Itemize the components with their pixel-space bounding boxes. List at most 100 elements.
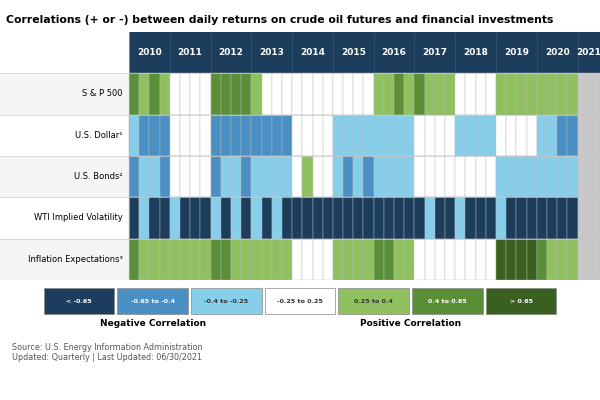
Text: Inflation Expectations³: Inflation Expectations³: [28, 255, 123, 264]
Bar: [241, 115, 251, 156]
Text: 2010: 2010: [137, 48, 162, 57]
Bar: [160, 156, 170, 197]
Text: U.S. Dollar¹: U.S. Dollar¹: [76, 131, 123, 140]
Text: 2014: 2014: [300, 48, 325, 57]
Bar: [455, 239, 466, 280]
Bar: [231, 73, 241, 115]
Bar: [415, 156, 425, 197]
Bar: [547, 73, 557, 115]
Text: 2017: 2017: [422, 48, 448, 57]
Bar: [404, 73, 415, 115]
Bar: [191, 288, 262, 314]
Bar: [415, 115, 425, 156]
Bar: [129, 239, 139, 280]
Bar: [537, 197, 547, 239]
Bar: [547, 239, 557, 280]
Bar: [578, 156, 600, 197]
Bar: [394, 73, 404, 115]
Bar: [129, 115, 139, 156]
Bar: [211, 239, 221, 280]
Bar: [149, 239, 160, 280]
Bar: [282, 239, 292, 280]
Bar: [221, 156, 231, 197]
Bar: [139, 73, 149, 115]
Bar: [149, 73, 160, 115]
Bar: [0, 156, 600, 197]
Bar: [139, 239, 149, 280]
Bar: [384, 115, 394, 156]
Bar: [435, 73, 445, 115]
Bar: [343, 156, 353, 197]
Bar: [557, 197, 568, 239]
Text: -0.65 to -0.4: -0.65 to -0.4: [131, 299, 175, 304]
Bar: [282, 156, 292, 197]
Bar: [343, 197, 353, 239]
Bar: [466, 197, 476, 239]
Bar: [190, 156, 200, 197]
Bar: [180, 239, 190, 280]
Bar: [476, 197, 486, 239]
Bar: [506, 115, 517, 156]
Bar: [241, 73, 251, 115]
Text: 0.4 to 0.65: 0.4 to 0.65: [428, 299, 467, 304]
Bar: [547, 115, 557, 156]
Bar: [139, 115, 149, 156]
Bar: [557, 156, 568, 197]
Bar: [425, 115, 435, 156]
Bar: [425, 156, 435, 197]
Bar: [364, 115, 374, 156]
Bar: [251, 156, 262, 197]
Bar: [117, 288, 188, 314]
Bar: [262, 73, 272, 115]
Bar: [170, 156, 180, 197]
Bar: [302, 156, 313, 197]
Bar: [160, 197, 170, 239]
Bar: [211, 156, 221, 197]
Bar: [476, 115, 486, 156]
Bar: [160, 239, 170, 280]
Bar: [384, 239, 394, 280]
Bar: [170, 73, 180, 115]
Bar: [262, 239, 272, 280]
Bar: [486, 115, 496, 156]
Bar: [211, 115, 221, 156]
Bar: [517, 156, 527, 197]
Bar: [333, 73, 343, 115]
Bar: [568, 115, 578, 156]
Bar: [149, 115, 160, 156]
Bar: [486, 156, 496, 197]
Bar: [455, 197, 466, 239]
Bar: [415, 239, 425, 280]
Bar: [272, 115, 282, 156]
Bar: [180, 73, 190, 115]
Bar: [496, 239, 506, 280]
Bar: [333, 239, 343, 280]
Bar: [455, 156, 466, 197]
Bar: [547, 197, 557, 239]
Bar: [0, 239, 600, 280]
Bar: [466, 73, 476, 115]
Bar: [353, 73, 364, 115]
Bar: [333, 156, 343, 197]
Bar: [251, 115, 262, 156]
Bar: [221, 239, 231, 280]
Bar: [557, 115, 568, 156]
Bar: [160, 115, 170, 156]
Bar: [0, 73, 600, 115]
Bar: [394, 156, 404, 197]
Bar: [415, 197, 425, 239]
Bar: [404, 156, 415, 197]
Bar: [445, 73, 455, 115]
Bar: [506, 73, 517, 115]
Bar: [180, 156, 190, 197]
Bar: [578, 73, 600, 115]
Bar: [435, 115, 445, 156]
Bar: [302, 197, 313, 239]
Bar: [251, 239, 262, 280]
Bar: [466, 156, 476, 197]
Bar: [180, 115, 190, 156]
Text: Positive Correlation: Positive Correlation: [360, 319, 461, 328]
Bar: [568, 239, 578, 280]
Text: 2011: 2011: [178, 48, 203, 57]
Bar: [302, 239, 313, 280]
